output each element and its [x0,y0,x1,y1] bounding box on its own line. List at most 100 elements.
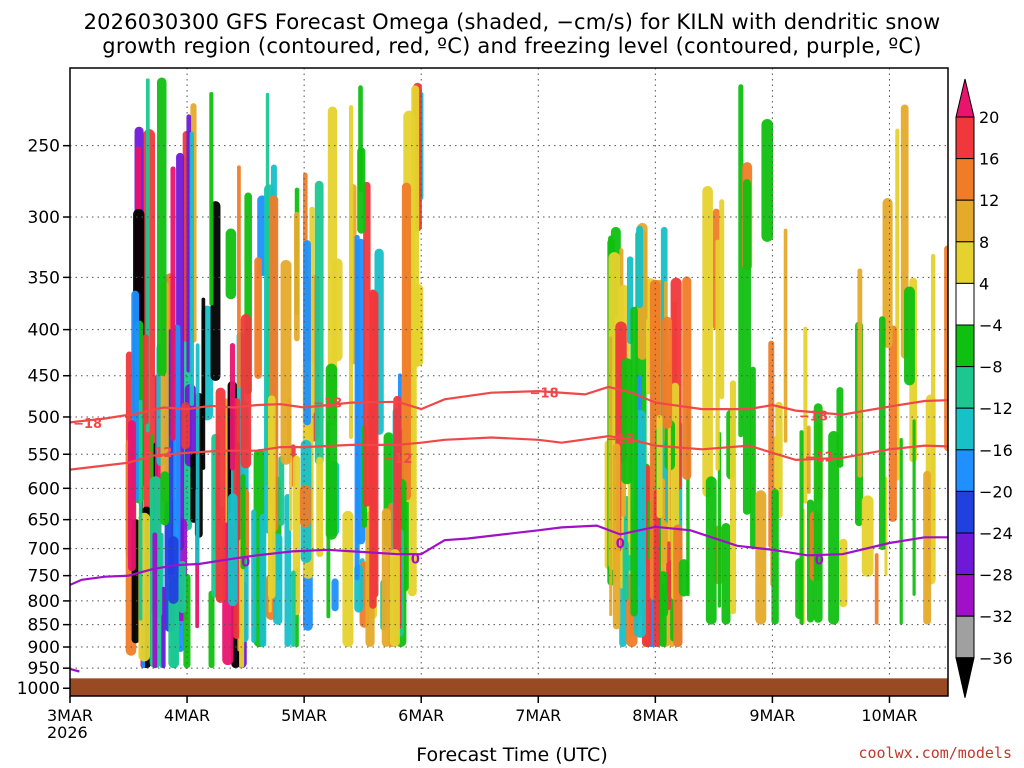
omega-streak [882,197,893,348]
omega-streak [127,420,136,572]
omega-streak [775,401,783,519]
omega-streak [237,165,241,388]
colorbar-label-2: 12 [979,191,999,210]
omega-streak [389,549,400,648]
xtick-label-10MAR: 10MAR [861,706,917,725]
ytick-label-750: 750 [28,567,60,587]
omega-streak [912,419,916,596]
site-credit: coolwx.com/models [858,744,1012,762]
ytick-label-450: 450 [28,367,60,387]
omega-streak [265,92,270,486]
omega-streak [161,586,166,669]
colorbar-label-9: −20 [979,482,1013,501]
omega-streak [401,182,411,501]
ytick-label-300: 300 [28,208,60,228]
omega-streak [813,403,823,623]
omega-streak [160,471,170,526]
chart-title-line-2: growth region (contoured, red, ºC) and f… [102,34,922,58]
omega-streak [268,504,272,613]
omega-streak [861,495,874,577]
omega-streak [667,541,671,593]
contour-label-0-3: −18 [799,409,828,424]
omega-streak [755,490,767,625]
ytick-label-250: 250 [28,137,60,157]
omega-streak [930,253,936,553]
contour-label-2-2: 0 [616,537,625,552]
omega-streak [239,538,245,669]
omega-field [125,77,948,669]
omega-streak [828,430,840,625]
ytick-label-600: 600 [28,479,60,499]
colorbar-label-11: −28 [979,566,1013,585]
contour-label-2-1: 0 [411,553,420,568]
omega-streak [363,181,371,507]
omega-streak [705,476,717,625]
omega-streak [240,313,252,469]
omega-streak [636,225,644,309]
omega-streak [857,268,863,478]
contour-label-1-1: −12 [383,452,412,467]
omega-streak [667,422,671,562]
colorbar-swatch-1 [955,116,975,160]
ytick-label-650: 650 [28,511,60,531]
contour-label-2-0: 0 [241,555,250,570]
omega-region-1 [240,82,424,648]
omega-streak [750,366,756,550]
colorbar-label-13: −36 [979,649,1013,668]
colorbar-swatch-6 [955,324,975,368]
omega-streak [730,380,737,615]
colorbar-swatch-12 [955,574,975,617]
omega-streak [715,239,720,471]
colorbar-label-12: −32 [979,607,1013,626]
omega-streak [314,180,324,465]
omega-streak [178,561,187,614]
ytick-label-900: 900 [28,638,60,658]
colorbar-label-1: 16 [979,150,999,169]
xtick-label-5MAR: 5MAR [281,706,327,725]
omega-streak [240,474,246,570]
omega-streak [291,570,296,648]
colorbar-swatch-10 [955,490,975,534]
contour-label-1-3: −12 [805,450,834,465]
plot-frame [69,67,949,697]
colorbar-label-4: 4 [979,274,989,293]
omega-streak [156,77,167,376]
colorbar-bottom-arrow [955,657,975,698]
omega-streak [878,316,886,551]
colorbar-label-3: 8 [979,233,989,252]
omega-streak [225,228,237,300]
omega-streak [771,488,779,625]
omega-region-2 [604,222,683,648]
contour-label-2-3: 0 [815,554,824,569]
colorbar-swatch-3 [955,199,975,243]
contour-label-1-2: −12 [606,432,635,447]
colorbar-swatch-2 [955,158,975,201]
omega-streak [646,318,651,395]
omega-streak [609,336,613,617]
ytick-label-350: 350 [28,268,60,288]
omega-streak [181,402,190,450]
omega-streak [761,118,774,242]
omega-streak [259,513,267,648]
omega-streak [251,509,257,643]
omega-streak [662,316,673,429]
omega-streak [742,179,751,515]
contour-label-1-0: −12 [143,446,172,461]
chart-title-line-1: 2026030300 GFS Forecast Omega (shaded, −… [83,10,941,34]
xtick-label-7MAR: 7MAR [515,706,561,725]
omega-streak [899,437,903,625]
ytick-label-950: 950 [28,659,60,679]
contour-line-2 [70,524,948,586]
xtick-sublabel: 2026 [47,723,88,742]
omega-streak [888,325,897,522]
omega-streak [284,494,292,648]
omega-streak [189,131,194,407]
colorbar-label-10: −24 [979,524,1013,543]
colorbar-label-7: −12 [979,399,1013,418]
ytick-label-800: 800 [28,592,60,612]
omega-streak [874,553,879,625]
omega-streak [168,536,179,604]
xtick-label-4MAR: 4MAR [164,706,210,725]
colorbar: 20 16 12 8 4 −4 −8 −12 −16 −20 −24 −28 −32 −36 [955,78,1013,698]
temperature-contours: −18 −18 −18 −18 −12 −12 −12 −12 0 0 0 0 [70,385,948,673]
